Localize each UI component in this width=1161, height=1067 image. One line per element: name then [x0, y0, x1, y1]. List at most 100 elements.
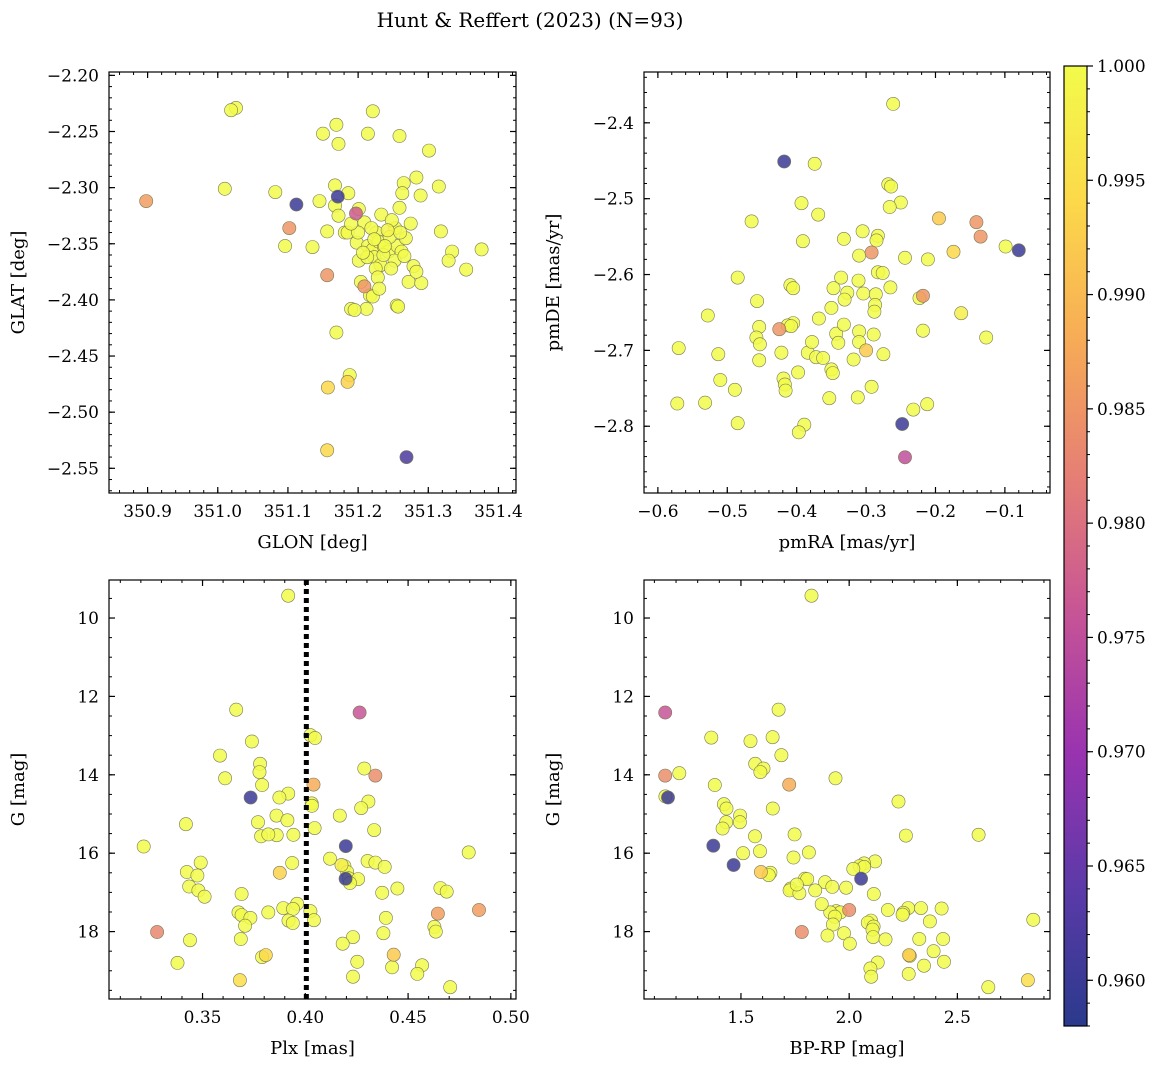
data-point [178, 817, 193, 832]
data-point [906, 402, 921, 417]
data-point [409, 170, 424, 185]
data-point [973, 229, 988, 244]
data-point [229, 702, 244, 717]
data-point [998, 239, 1013, 254]
data-point [661, 790, 675, 805]
y-tick-label: −2.35 [47, 235, 99, 255]
data-point [170, 956, 185, 970]
data-point [352, 705, 367, 720]
x-tick-label: −0.4 [776, 502, 817, 522]
data-point [834, 270, 848, 285]
data-point [826, 917, 840, 932]
data-point [901, 967, 916, 981]
colorbar-tick-label: 0.995 [1097, 171, 1146, 191]
data-point [474, 242, 489, 257]
data-point [934, 901, 949, 916]
data-point [754, 865, 768, 879]
data-point [914, 901, 928, 915]
plot-frame [108, 579, 517, 1000]
x-tick-label: 351.2 [334, 502, 383, 522]
data-point [846, 352, 861, 367]
data-point [752, 353, 767, 368]
data-point [385, 960, 399, 975]
colorbar-tick-label: 0.975 [1097, 628, 1146, 648]
data-point [979, 330, 994, 345]
data-point [377, 860, 392, 874]
data-point [232, 973, 247, 988]
y-tick-label: −2.50 [47, 403, 99, 423]
data-point [272, 790, 287, 805]
y-tick-label: −2.8 [593, 417, 634, 437]
data-point [923, 914, 937, 929]
data-point [439, 884, 454, 899]
y-axis-label: G [mag] [8, 753, 29, 826]
data-point [285, 916, 300, 930]
data-point [334, 858, 349, 872]
data-point [330, 189, 345, 204]
minor-ticks [109, 72, 516, 493]
data-point [349, 206, 363, 221]
data-point [335, 936, 350, 951]
data-point [391, 299, 405, 314]
data-point [376, 926, 391, 941]
data-point [882, 200, 897, 214]
data-point [954, 306, 969, 321]
data-point [238, 918, 252, 933]
data-point [837, 231, 851, 246]
data-point [472, 903, 486, 917]
data-point [921, 252, 935, 267]
data-point [233, 932, 248, 946]
data-point [384, 261, 398, 276]
data-point [331, 136, 346, 151]
x-tick-label: 0.40 [286, 1008, 324, 1028]
data-point [357, 761, 372, 776]
data-point [825, 366, 840, 380]
data-point [726, 858, 741, 872]
data-point [856, 286, 871, 301]
data-point [252, 765, 267, 779]
data-point [320, 380, 335, 395]
data-point [777, 154, 792, 169]
data-point [855, 224, 870, 239]
data-point [743, 734, 758, 748]
y-tick-label: 14 [612, 766, 634, 786]
data-point [356, 245, 370, 260]
data-point [261, 827, 276, 842]
data-points [136, 588, 486, 995]
data-point [392, 200, 407, 215]
colorbar-tick-label: 0.990 [1097, 286, 1146, 306]
data-point [286, 827, 301, 842]
data-point [350, 954, 365, 969]
data-point [837, 317, 851, 332]
data-point [308, 731, 322, 745]
data-point [218, 771, 232, 786]
data-point [891, 794, 906, 809]
data-point [217, 181, 232, 196]
data-point [895, 907, 910, 922]
data-point [392, 129, 407, 143]
x-tick-label: −0.6 [637, 502, 678, 522]
data-point [706, 838, 721, 853]
data-point [413, 188, 428, 203]
data-point [399, 450, 414, 464]
data-point [282, 221, 297, 235]
data-points [670, 97, 1026, 465]
data-point [825, 880, 840, 894]
y-tick-label: −2.55 [47, 459, 99, 479]
data-point [826, 281, 841, 296]
data-point [881, 903, 895, 917]
data-point [393, 225, 408, 240]
data-point [753, 844, 767, 859]
data-point [320, 224, 335, 239]
data-point [730, 270, 745, 285]
data-point [812, 311, 826, 326]
data-point [981, 980, 996, 995]
data-point [787, 827, 802, 842]
data-point [786, 850, 801, 865]
data-point [306, 913, 321, 928]
data-point [816, 351, 830, 365]
data-point [403, 216, 418, 231]
data-point [670, 396, 685, 411]
plot-frame [108, 71, 517, 494]
data-point [851, 273, 866, 288]
